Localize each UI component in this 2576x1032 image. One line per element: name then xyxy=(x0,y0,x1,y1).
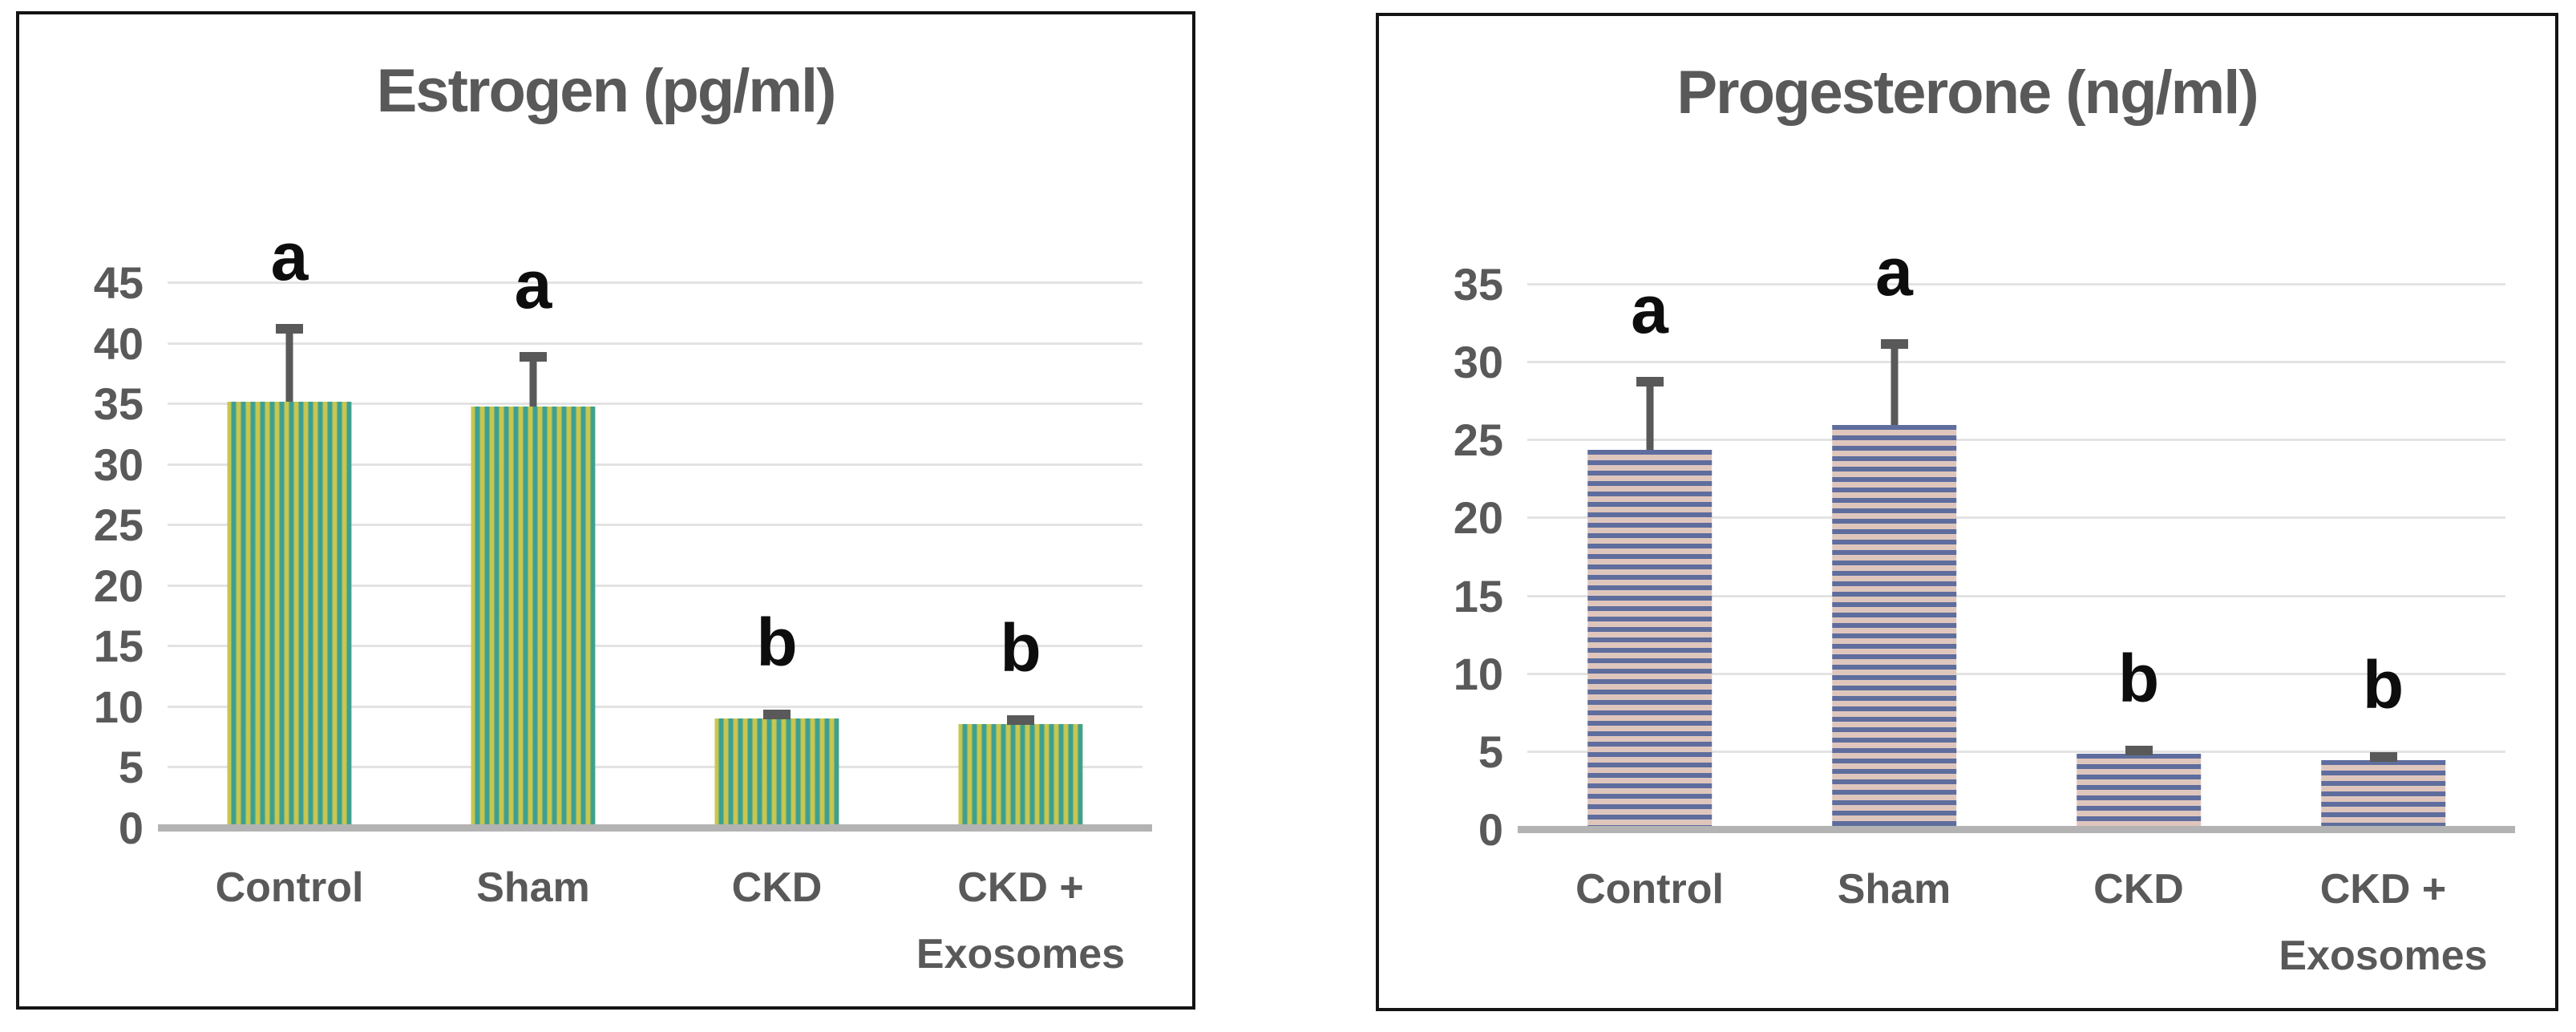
y-axis-tick-label: 10 xyxy=(1453,648,1503,699)
significance-letter: a xyxy=(514,247,552,323)
significance-letter: b xyxy=(1000,610,1041,686)
significance-letter: b xyxy=(756,604,798,680)
error-bar-stem xyxy=(529,352,537,407)
x-axis-labels: Control Sham CKD CKD + Exosomes xyxy=(168,855,1142,988)
bar-sham xyxy=(1831,424,1957,830)
gridline xyxy=(168,342,1142,345)
gridline xyxy=(1527,594,2505,597)
y-axis-tick-label: 45 xyxy=(93,257,144,308)
gridline xyxy=(1527,439,2505,442)
gridline xyxy=(1527,750,2505,753)
error-bar-cap xyxy=(2125,746,2153,756)
gridline xyxy=(168,584,1142,587)
gridline xyxy=(168,766,1142,769)
error-bar-cap xyxy=(2369,751,2397,762)
y-axis-tick-label: 30 xyxy=(1453,337,1503,388)
error-bar-stem xyxy=(1891,339,1898,425)
y-axis-tick-label: 5 xyxy=(1478,726,1503,777)
chart-title: Estrogen (pg/ml) xyxy=(376,57,837,125)
x-axis-category-label: Control xyxy=(215,864,364,911)
gridline xyxy=(1527,283,2505,285)
y-axis-tick-label: 15 xyxy=(93,621,144,672)
gridline xyxy=(168,463,1142,466)
y-axis-tick-label: 25 xyxy=(93,500,144,551)
y-axis-tick-label: 35 xyxy=(1453,259,1503,310)
x-axis-category-label: Control xyxy=(1575,866,1724,913)
bar-slot-ckd: b xyxy=(655,283,899,828)
x-axis-category-label: Sham xyxy=(1837,866,1951,913)
bar-control xyxy=(227,402,352,828)
bar-ckd xyxy=(958,724,1083,828)
y-axis-tick-label: 0 xyxy=(1478,804,1503,855)
error-bar-cap xyxy=(763,709,791,719)
error-bar-cap xyxy=(520,352,547,362)
y-axis: 0 5 10 15 20 25 30 35 xyxy=(1383,262,1503,852)
gridline xyxy=(168,645,1142,648)
error-bar-cap xyxy=(1636,376,1664,386)
x-axis-line xyxy=(1518,826,2515,833)
y-axis-tick-label: 25 xyxy=(1453,415,1503,466)
bar-slot-control: a xyxy=(1527,276,1772,830)
bar-slot-ckd: b xyxy=(2261,285,2505,830)
y-axis-tick-label: 0 xyxy=(118,803,144,853)
error-bar-cap xyxy=(276,324,303,334)
y-axis-tick-label: 15 xyxy=(1453,570,1503,621)
bar-ckd xyxy=(2320,759,2446,830)
gridline xyxy=(1527,672,2505,675)
y-axis-tick-label: 35 xyxy=(93,378,144,430)
error-bar-stem xyxy=(1646,376,1653,450)
gridline xyxy=(1527,361,2505,364)
significance-letter: a xyxy=(270,219,309,295)
x-axis-labels: Control Sham CKD CKD + Exosomes xyxy=(1527,856,2505,990)
y-axis-tick-label: 20 xyxy=(1453,492,1503,544)
x-axis-category-label: CKD xyxy=(2093,866,2184,913)
y-axis-tick-label: 30 xyxy=(93,439,144,490)
bar-ckd xyxy=(2076,753,2202,830)
y-axis-tick-label: 10 xyxy=(93,681,144,732)
significance-letter: a xyxy=(1875,234,1913,310)
significance-letter: a xyxy=(1631,271,1668,347)
gridline xyxy=(168,403,1142,406)
bar-slot-ckd: b xyxy=(2016,285,2261,830)
x-axis-category-label: Sham xyxy=(476,864,590,911)
chart-title: Progesterone (ng/ml) xyxy=(1676,59,2259,127)
gridline xyxy=(168,524,1142,527)
bar-sham xyxy=(471,407,596,828)
bar-slot-sham: a xyxy=(1772,238,2016,830)
gridline xyxy=(1527,516,2505,520)
x-axis-line xyxy=(158,824,1152,832)
significance-letter: b xyxy=(2362,646,2404,722)
x-axis-category-label: CKD + Exosomes xyxy=(916,864,1126,978)
bar-ckd xyxy=(714,718,839,828)
x-axis-category-label: CKD + Exosomes xyxy=(2279,866,2488,980)
y-axis-tick-label: 40 xyxy=(93,318,144,369)
y-axis-tick-label: 20 xyxy=(93,560,144,611)
x-axis-category-label: CKD xyxy=(731,864,823,911)
error-bar-cap xyxy=(1007,715,1034,726)
bar-control xyxy=(1587,449,1713,830)
bar-slot-control: a xyxy=(168,223,411,828)
bar-slot-sham: a xyxy=(411,251,655,828)
bar-slot-ckd: b xyxy=(899,283,1142,828)
significance-letter: b xyxy=(2117,641,2160,717)
y-axis-tick-label: 5 xyxy=(118,742,144,793)
error-bar-cap xyxy=(1880,339,1908,349)
y-axis: 0 5 10 15 20 25 30 35 40 45 xyxy=(23,261,144,851)
gridline xyxy=(168,281,1142,284)
gridline xyxy=(168,705,1142,708)
error-bar-stem xyxy=(285,324,293,403)
